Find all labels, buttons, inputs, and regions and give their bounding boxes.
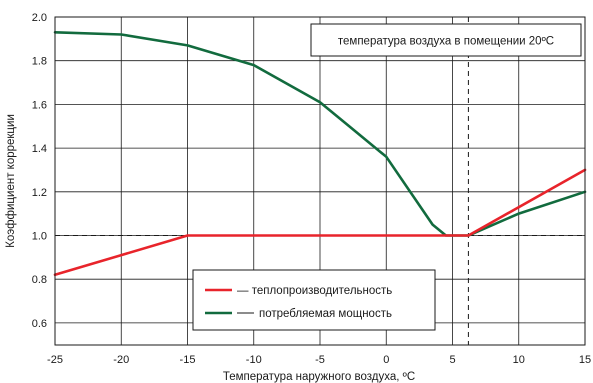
y-tick-label: 1.2 (32, 187, 47, 199)
x-tick-label: -5 (315, 354, 325, 366)
y-tick-label: 2.0 (32, 12, 47, 24)
y-tick-label: 1.4 (32, 143, 47, 155)
legend-label-power: потребляемая мощность (259, 308, 392, 320)
y-tick-label: 1.8 (32, 56, 47, 68)
annotation-box: температура воздуха в помещении 20ºC (310, 23, 582, 57)
x-tick-label: -15 (180, 354, 196, 366)
x-tick-label: 15 (579, 354, 591, 366)
y-tick-label: 1.6 (32, 99, 47, 111)
x-tick-label: 10 (513, 354, 525, 366)
x-tick-label: -10 (246, 354, 262, 366)
x-tick-label: -25 (47, 354, 63, 366)
x-axis-title: Температура наружного воздуха, ºC (223, 371, 415, 383)
x-tick-label: 5 (449, 354, 455, 366)
legend: — теплопроизводительность потребляемая м… (192, 269, 436, 331)
series-line-1 (53, 30, 587, 237)
x-tick-label: -20 (113, 354, 129, 366)
y-tick-label: 0.6 (32, 318, 47, 330)
annotation-text: температура воздуха в помещении 20ºC (338, 36, 554, 48)
tick-labels: -25 -20 -15 -10 -5 0 5 10 15 0.6 0.8 1.0 1.2 1.4 1.6 1.… (32, 12, 591, 366)
series-line-0 (53, 168, 587, 277)
series-layer (53, 30, 587, 277)
y-tick-label: 1.0 (32, 231, 47, 243)
plot-frame (54, 16, 586, 346)
legend-label-heating: — теплопроизводительность (237, 285, 392, 297)
y-axis-title: Коэффициент коррекции (5, 114, 17, 248)
y-tick-label: 0.8 (32, 274, 47, 286)
x-tick-label: 0 (383, 354, 389, 366)
